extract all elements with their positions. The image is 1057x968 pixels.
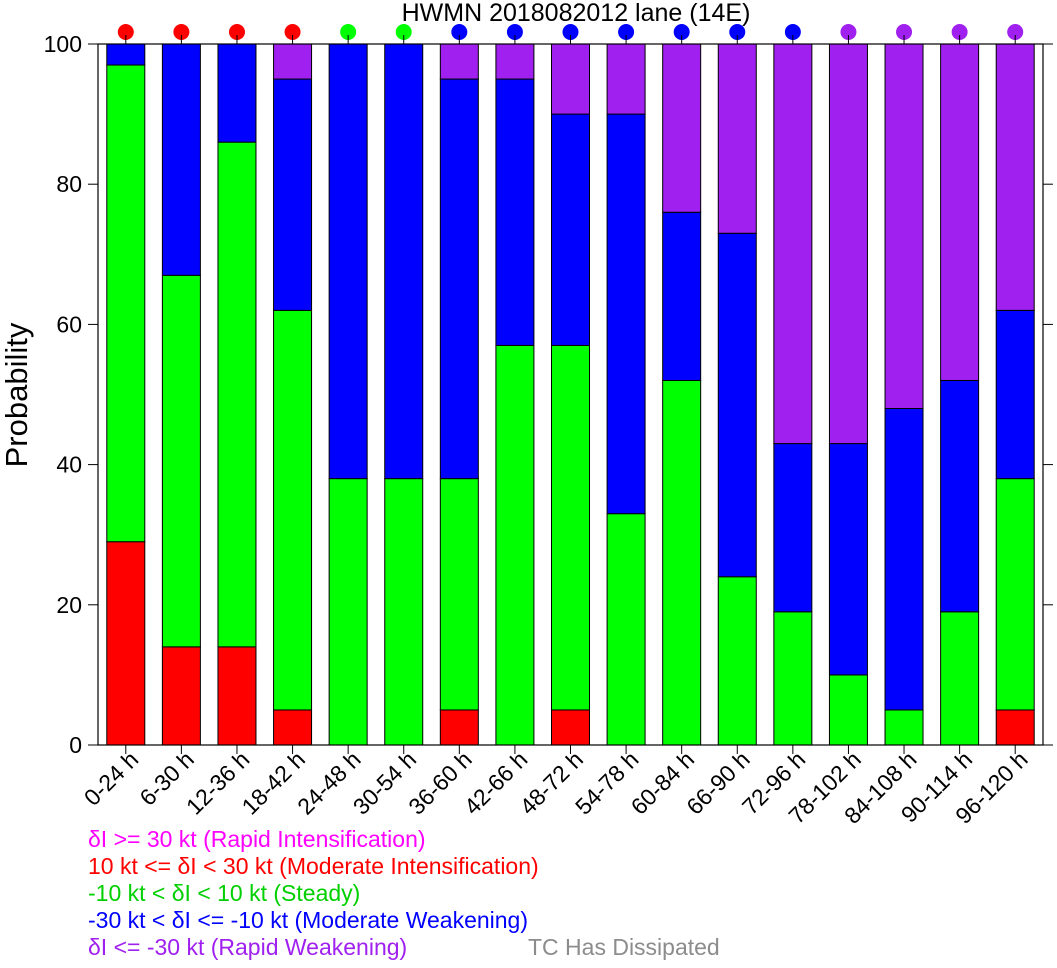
y-tick-label: 80 [56, 171, 82, 197]
bar-segment-steady-60-84h [662, 379, 702, 746]
bar-segment-moderate_weakening-66-90h [717, 232, 757, 578]
bar-segment-rapid_weakening-36-60h [439, 43, 479, 80]
y-tick-label: 20 [56, 592, 82, 618]
bar-segment-moderate_intensification-96-120h [995, 709, 1035, 746]
legend-steady: -10 kt < δI < 10 kt (Steady) [88, 880, 361, 906]
bar-segment-steady-24-48h [328, 478, 368, 746]
legend-moderate-intensification: 10 kt <= δI < 30 kt (Moderate Intensific… [88, 853, 539, 879]
bar-segment-rapid_weakening-72-96h [773, 43, 813, 445]
bar-segment-moderate_weakening-78-102h [828, 443, 868, 676]
bars-group [106, 43, 1035, 746]
legend: δI >= 30 kt (Rapid Intensification) 10 k… [88, 826, 539, 961]
top-marker-54-78h [618, 24, 635, 40]
top-marker-24-48h [340, 24, 357, 40]
bar-segment-rapid_weakening-78-102h [828, 43, 868, 445]
top-marker-84-108h [896, 24, 913, 40]
bar-segment-moderate_intensification-48-72h [551, 709, 590, 746]
bar-segment-rapid_weakening-18-42h [273, 43, 313, 80]
top-marker-60-84h [673, 24, 690, 40]
bar-segment-steady-18-42h [273, 309, 313, 711]
bar-segment-moderate_weakening-90-114h [940, 379, 980, 613]
bar-segment-rapid_weakening-60-84h [662, 43, 702, 213]
bar-segment-steady-0-24h [106, 64, 146, 543]
top-marker-48-72h [562, 24, 579, 40]
bar-segment-rapid_weakening-66-90h [717, 43, 757, 234]
bar-segment-steady-72-96h [773, 611, 813, 746]
bar-segment-rapid_weakening-84-108h [884, 43, 924, 410]
top-marker-30-54h [395, 24, 412, 40]
bar-segment-moderate_weakening-96-120h [995, 309, 1035, 480]
bar-segment-steady-42-66h [495, 344, 535, 746]
bar-segment-steady-78-102h [828, 674, 868, 746]
bar-segment-steady-30-54h [384, 478, 424, 746]
top-marker-78-102h [840, 24, 857, 40]
bar-segment-moderate_intensification-36-60h [439, 709, 479, 746]
bar-segment-rapid_weakening-48-72h [551, 43, 590, 115]
y-tick-label: 40 [56, 452, 82, 478]
legend-rapid-intensification: δI >= 30 kt (Rapid Intensification) [88, 826, 426, 852]
bar-segment-moderate_weakening-18-42h [273, 78, 313, 311]
top-marker-36-60h [451, 24, 468, 40]
bar-segment-moderate_weakening-12-36h [217, 43, 257, 143]
bar-segment-moderate_weakening-36-60h [439, 78, 479, 480]
bar-segment-rapid_weakening-42-66h [495, 43, 535, 80]
bar-segment-moderate_intensification-18-42h [273, 709, 313, 746]
bar-segment-moderate_intensification-12-36h [217, 646, 257, 746]
bar-segment-moderate_weakening-0-24h [106, 43, 146, 66]
bar-segment-rapid_weakening-54-78h [606, 43, 646, 115]
y-tick-label: 60 [56, 311, 82, 337]
bar-segment-moderate_intensification-6-30h [161, 646, 201, 746]
legend-rapid-weakening: δI <= -30 kt (Rapid Weakening) [88, 934, 408, 960]
bar-segment-steady-12-36h [217, 141, 257, 648]
bar-segment-steady-48-72h [551, 344, 590, 711]
chart-title: HWMN 2018082012 lane (14E) [402, 0, 751, 27]
bar-segment-steady-6-30h [161, 274, 201, 648]
top-marker-18-42h [284, 24, 301, 40]
bar-segment-steady-96-120h [995, 478, 1035, 711]
bar-segment-steady-36-60h [439, 478, 479, 711]
top-marker-90-114h [951, 24, 968, 40]
bar-segment-moderate_weakening-42-66h [495, 78, 535, 346]
top-marker-42-66h [506, 24, 523, 40]
top-marker-96-120h [1007, 24, 1024, 40]
top-marker-72-96h [784, 24, 801, 40]
bar-segment-moderate_weakening-24-48h [328, 43, 368, 480]
bar-segment-rapid_weakening-90-114h [940, 43, 980, 381]
bar-segment-moderate_weakening-6-30h [161, 43, 201, 276]
legend-moderate-weakening: -30 kt < δI <= -10 kt (Moderate Weakenin… [88, 907, 529, 933]
bar-segment-moderate_weakening-72-96h [773, 443, 813, 613]
top-marker-66-90h [729, 24, 746, 40]
bar-segment-steady-84-108h [884, 709, 924, 746]
top-marker-12-36h [228, 24, 245, 40]
bar-segment-moderate_intensification-0-24h [106, 541, 146, 746]
y-tick-label: 100 [44, 31, 82, 57]
bar-segment-rapid_weakening-96-120h [995, 43, 1035, 311]
bar-segment-steady-90-114h [940, 611, 980, 746]
bar-segment-moderate_weakening-60-84h [662, 211, 702, 381]
top-marker-0-24h [117, 24, 134, 40]
top-markers-group [117, 24, 1024, 40]
y-axis-label: Probability [0, 322, 34, 467]
bar-segment-moderate_weakening-30-54h [384, 43, 424, 480]
bar-segment-steady-54-78h [606, 513, 646, 746]
bar-segment-moderate_weakening-54-78h [606, 113, 646, 515]
bar-segment-moderate_weakening-48-72h [551, 113, 590, 346]
bar-segment-steady-66-90h [717, 576, 757, 746]
y-tick-label: 0 [69, 732, 82, 758]
x-tick-label: 0-24 h [79, 746, 144, 811]
top-marker-6-30h [173, 24, 190, 40]
tc-dissipated-note: TC Has Dissipated [528, 934, 720, 960]
bar-segment-moderate_weakening-84-108h [884, 408, 924, 711]
